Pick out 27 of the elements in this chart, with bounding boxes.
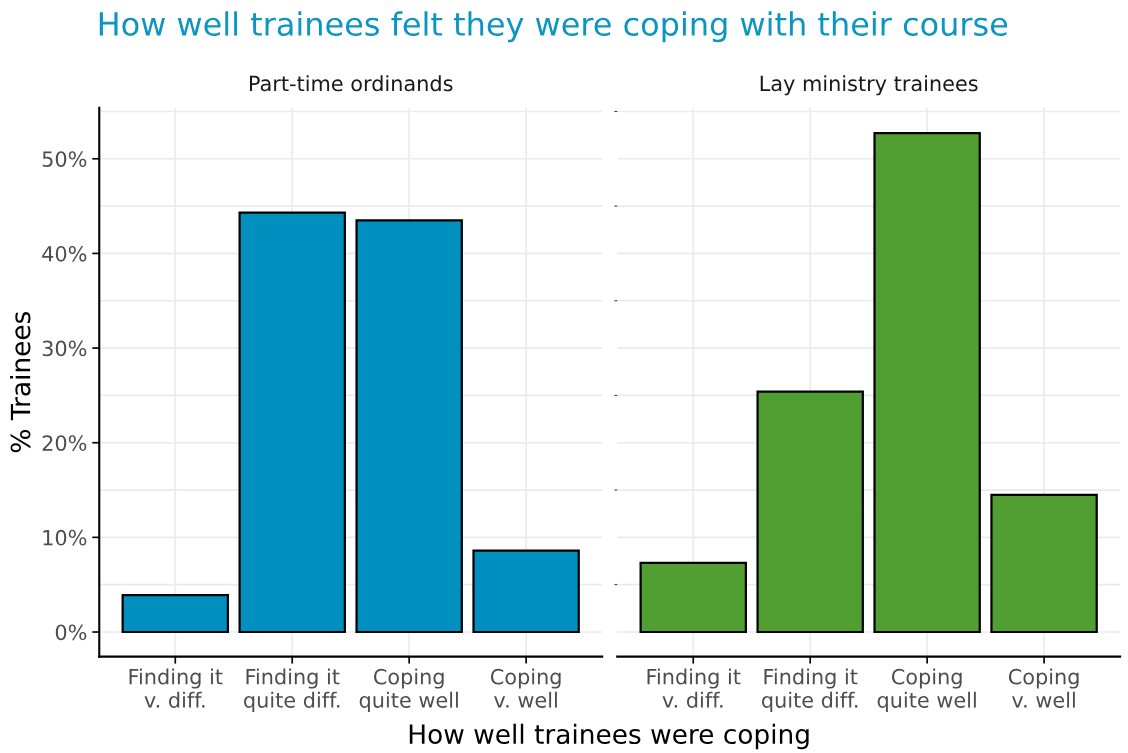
x-tick-label: Coping quite well — [877, 668, 976, 712]
x-tick-label: Finding it quite diff. — [762, 668, 858, 712]
bar — [355, 219, 463, 634]
bar — [472, 549, 580, 634]
bar — [990, 493, 1098, 634]
x-tick-label: Finding it v. diff. — [647, 668, 741, 708]
y-tick-label: 30% — [42, 340, 87, 357]
chart-title: How well trainees felt they were coping with their course — [99, 11, 1008, 43]
y-tick-label: 0% — [55, 624, 87, 641]
y-tick-label: 10% — [43, 529, 87, 546]
y-axis-title: % Trainees — [10, 311, 31, 453]
bar — [639, 561, 747, 634]
y-tick-label: 20% — [42, 435, 87, 451]
chart-subtitle: Part-time ordinands — [249, 75, 453, 92]
bar — [756, 390, 864, 634]
x-tick-label: Finding it quite diff. — [244, 668, 340, 712]
bar — [873, 132, 981, 634]
y-tick-label: 50% — [42, 151, 87, 167]
x-axis-title: How well trainees were coping — [409, 723, 809, 750]
x-tick-label: Finding it v. diff. — [129, 668, 223, 708]
y-tick-label: 40% — [42, 245, 87, 262]
x-tick-label: Coping v. well — [1008, 668, 1079, 708]
bar — [121, 593, 230, 634]
x-tick-label: Coping quite well — [359, 668, 458, 712]
x-tick-label: Coping v. well — [490, 668, 561, 708]
bar — [238, 211, 346, 634]
chart-subtitle: Lay ministry trainees — [760, 75, 978, 96]
